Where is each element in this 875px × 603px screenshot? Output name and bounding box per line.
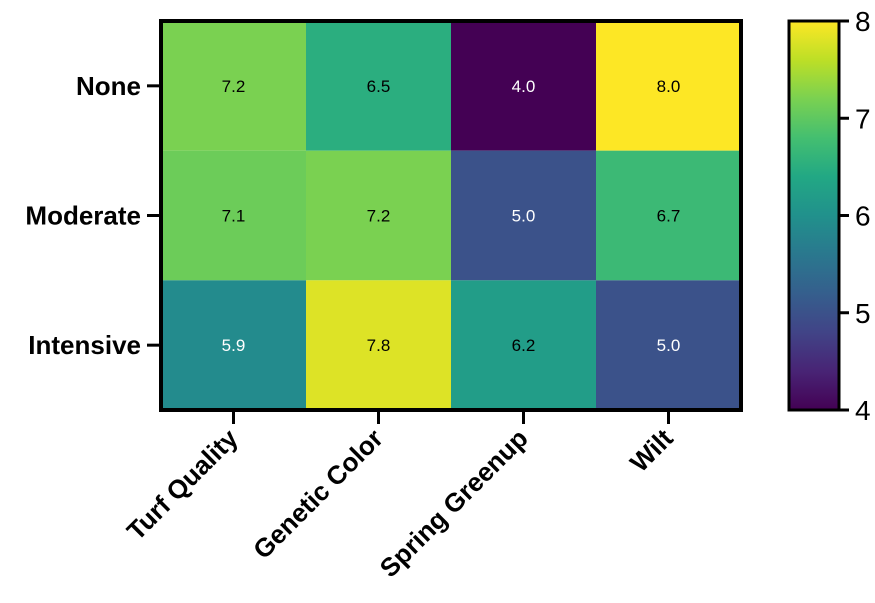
heatmap-cell-0-2 bbox=[451, 21, 596, 151]
colorbar: 4 5 6 7 8 bbox=[787, 6, 871, 426]
cell-value-label-2-0: 5.9 bbox=[222, 336, 246, 355]
heatmap-cell-0-1 bbox=[306, 21, 451, 151]
colorbar-tick-label-1: 5 bbox=[855, 298, 871, 329]
cell-value-label-0-2: 4.0 bbox=[512, 77, 536, 96]
heatmap-cell-2-1 bbox=[306, 280, 451, 410]
cell-value-label-1-2: 5.0 bbox=[512, 207, 536, 226]
colorbar-tick-label-2: 6 bbox=[855, 201, 871, 232]
y-tick-label-1: Moderate bbox=[25, 201, 141, 231]
colorbar-gradient bbox=[787, 19, 841, 412]
cell-value-label-0-3: 8.0 bbox=[657, 77, 681, 96]
y-tick-label-2: Intensive bbox=[28, 330, 141, 360]
y-tick-label-0: None bbox=[76, 71, 141, 101]
x-tick-label-0: Turf Quality bbox=[121, 423, 244, 546]
cell-value-label-1-3: 6.7 bbox=[657, 207, 681, 226]
heatmap-cell-2-2 bbox=[451, 280, 596, 410]
heatmap-cell-0-3 bbox=[596, 21, 741, 151]
heatmap-cell-2-3 bbox=[596, 280, 741, 410]
heatmap-cell-1-0 bbox=[161, 150, 306, 281]
heatmap-cell-1-2 bbox=[451, 150, 596, 281]
cell-value-label-2-2: 6.2 bbox=[512, 336, 536, 355]
x-tick-label-2: Spring Greenup bbox=[374, 423, 534, 583]
heatmap-cell-2-0 bbox=[161, 280, 306, 410]
colorbar-tick-label-4: 8 bbox=[855, 6, 871, 37]
colorbar-tick-label-0: 4 bbox=[855, 395, 871, 426]
colorbar-tick-label-3: 7 bbox=[855, 103, 871, 134]
cell-value-label-1-0: 7.1 bbox=[222, 207, 246, 226]
heatmap-cells bbox=[161, 21, 741, 410]
cell-value-label-0-0: 7.2 bbox=[222, 77, 246, 96]
x-tick-label-1: Genetic Color bbox=[247, 423, 389, 565]
heatmap-cell-labels: 7.2 6.5 4.0 8.0 7.1 7.2 5.0 6.7 5.9 7.8 6.2 5.0 bbox=[222, 77, 681, 355]
cell-value-label-1-1: 7.2 bbox=[367, 207, 391, 226]
y-axis: None Moderate Intensive bbox=[25, 71, 161, 360]
cell-value-label-2-1: 7.8 bbox=[367, 336, 391, 355]
x-tick-label-3: Wilt bbox=[624, 423, 679, 478]
cell-value-label-2-3: 5.0 bbox=[657, 336, 681, 355]
heatmap-cell-1-1 bbox=[306, 150, 451, 281]
cell-value-label-0-1: 6.5 bbox=[367, 77, 391, 96]
heatmap-cell-1-3 bbox=[596, 150, 741, 281]
heatmap-cell-0-0 bbox=[161, 21, 306, 151]
